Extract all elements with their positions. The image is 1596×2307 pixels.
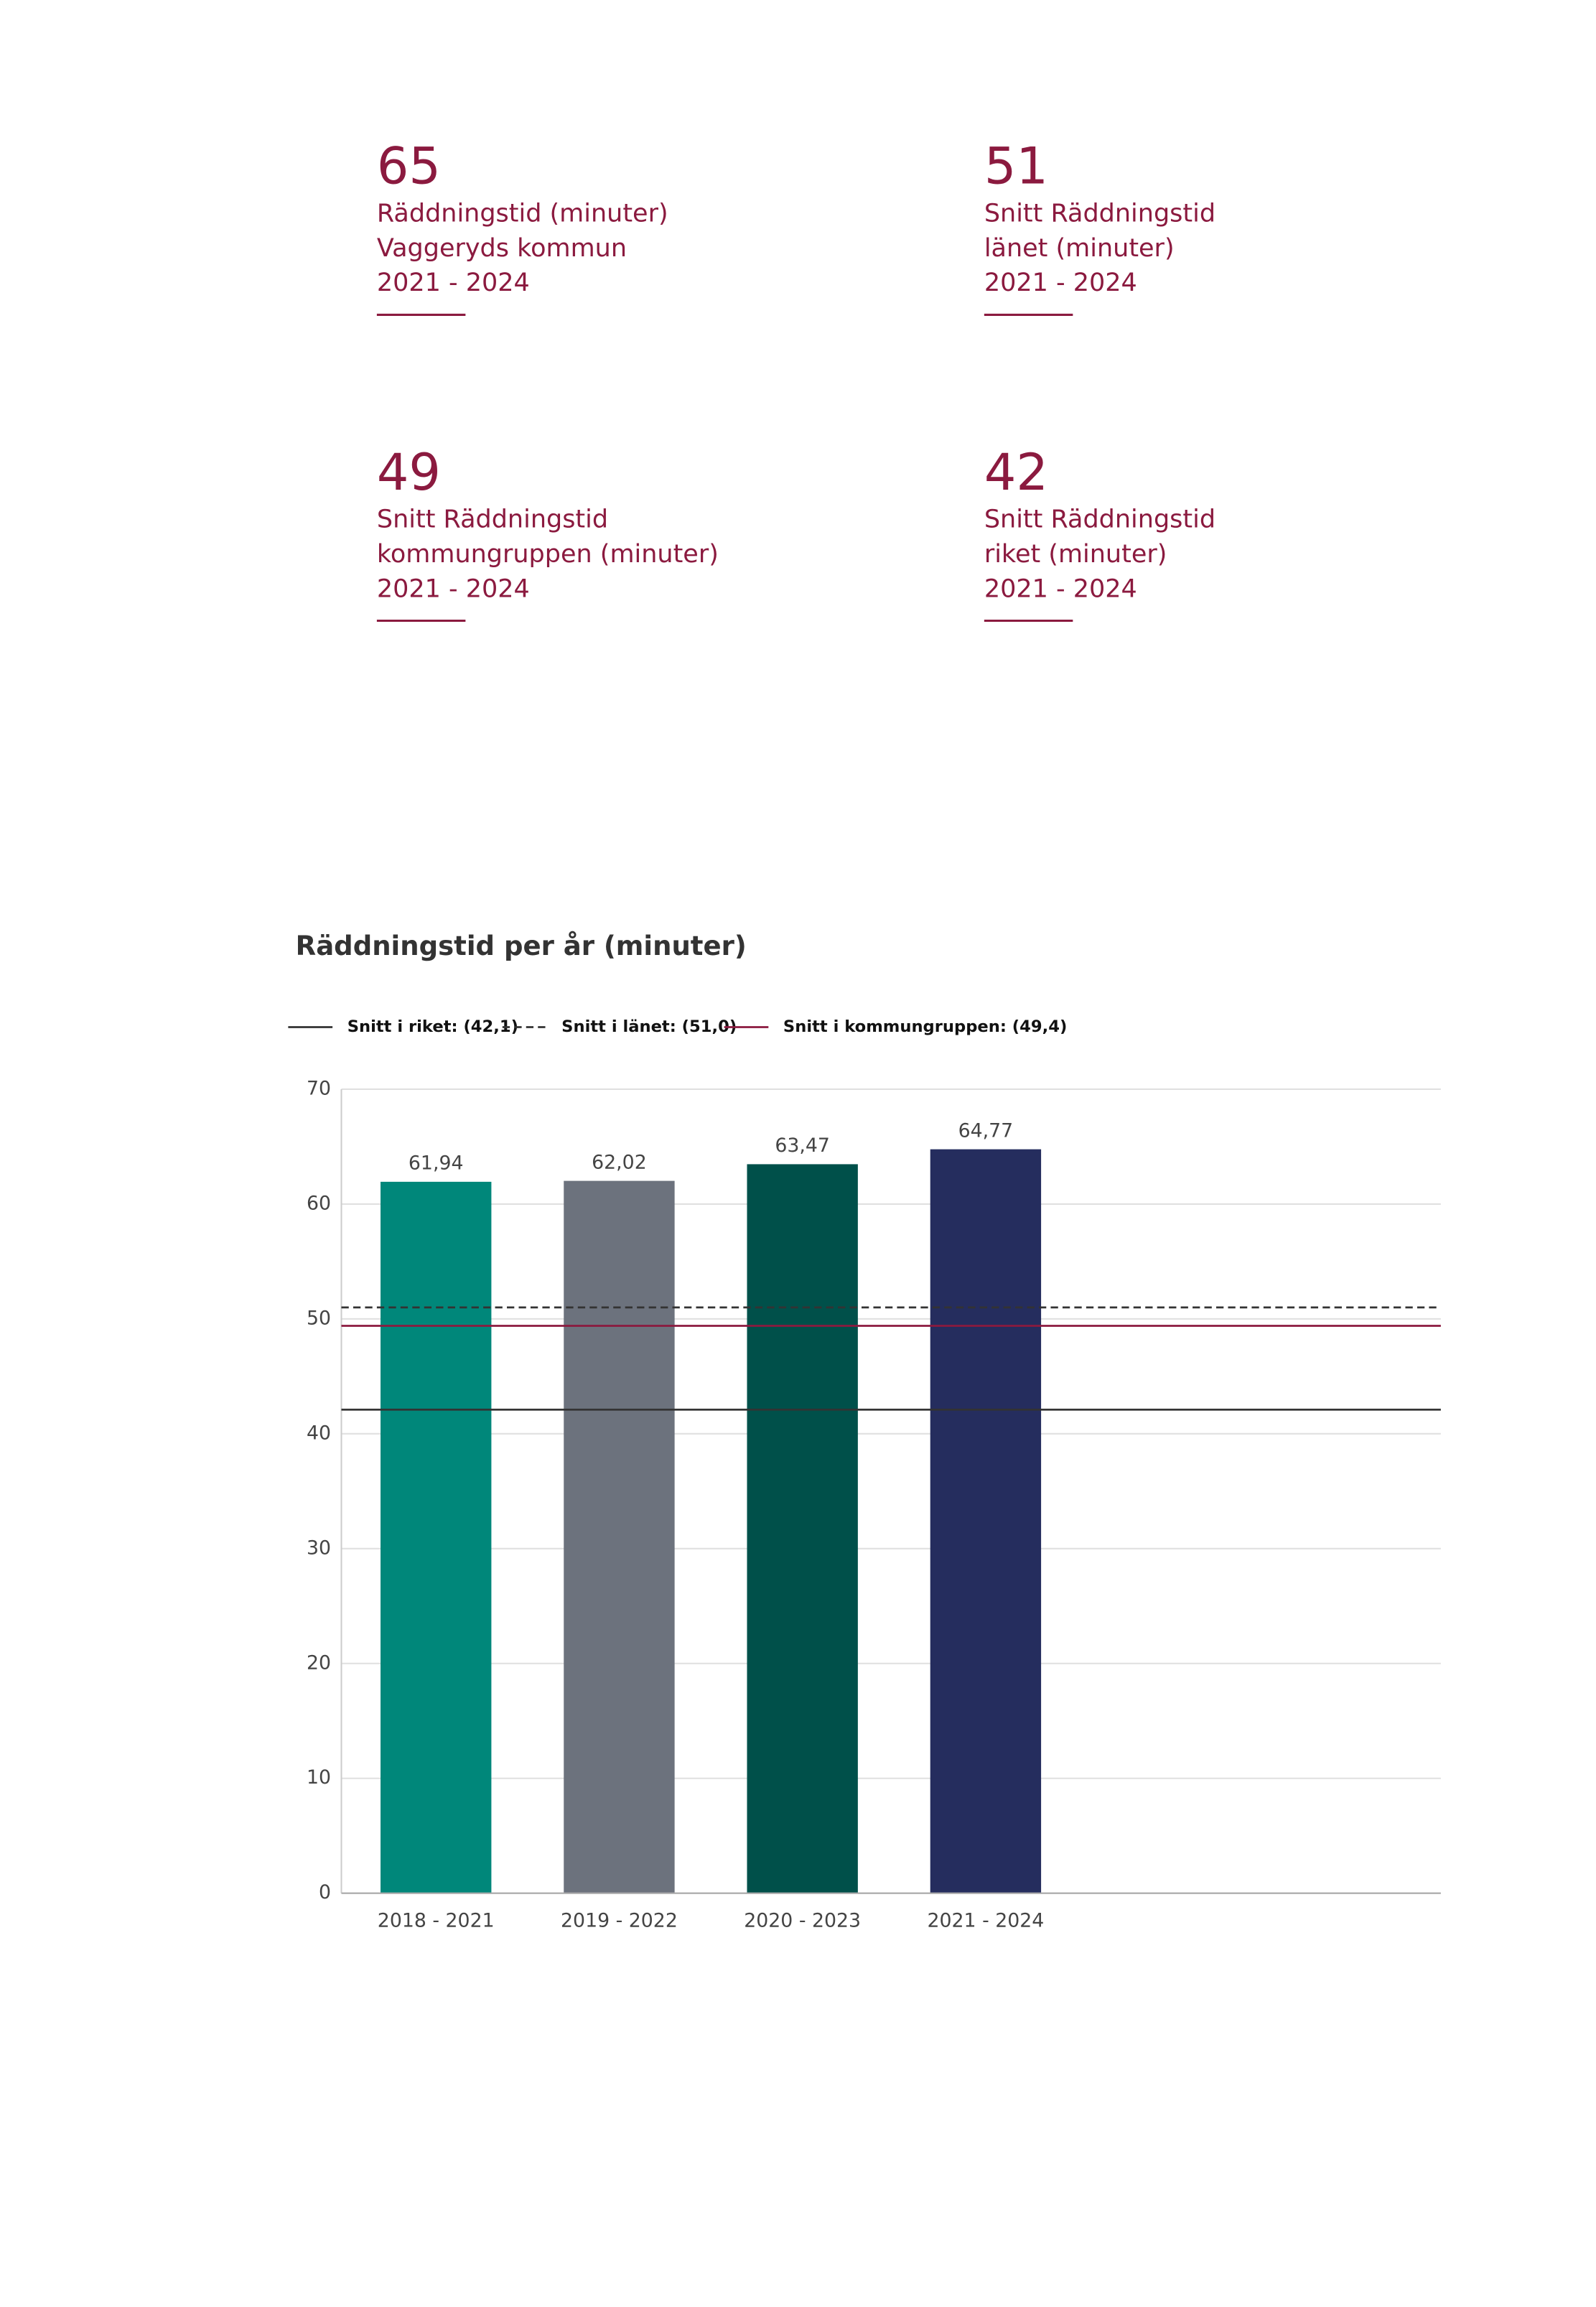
y-tick-label: 50 <box>307 1307 331 1329</box>
kpi-label: kommungruppen (minuter) <box>377 540 719 569</box>
value-label: 63,47 <box>775 1134 830 1157</box>
y-tick-label: 60 <box>307 1192 331 1214</box>
kpi-label: riket (minuter) <box>984 540 1167 569</box>
kpi-label: Snitt Räddningstid <box>984 199 1215 228</box>
y-tick-label: 40 <box>307 1422 331 1444</box>
kpi-label: Snitt Räddningstid <box>377 505 608 534</box>
kpi-label: Snitt Räddningstid <box>984 505 1215 534</box>
kpi-label: länet (minuter) <box>984 234 1175 263</box>
kpi-value: 51 <box>984 137 1048 196</box>
bar <box>381 1181 492 1893</box>
kpi-value: 65 <box>377 137 441 196</box>
x-tick-label: 2021 - 2024 <box>927 1909 1044 1931</box>
y-tick-label: 70 <box>307 1077 331 1099</box>
legend-label: Snitt i riket: (42,1) <box>347 1017 518 1036</box>
kpi-label: 2021 - 2024 <box>984 269 1137 297</box>
legend-label: Snitt i kommungruppen: (49,4) <box>783 1017 1067 1036</box>
value-label: 61,94 <box>409 1152 464 1175</box>
kpi-value: 42 <box>984 443 1048 502</box>
bar <box>930 1149 1042 1893</box>
bar <box>564 1180 675 1893</box>
kpi-label: Räddningstid (minuter) <box>377 199 668 228</box>
x-tick-label: 2019 - 2022 <box>561 1909 678 1931</box>
y-tick-label: 20 <box>307 1651 331 1674</box>
kpi-value: 49 <box>377 443 441 502</box>
x-tick-label: 2020 - 2023 <box>744 1909 861 1931</box>
kpi-label: 2021 - 2024 <box>377 574 530 603</box>
y-tick-label: 0 <box>319 1881 331 1903</box>
value-label: 64,77 <box>958 1119 1014 1142</box>
kpi-label: 2021 - 2024 <box>984 574 1137 603</box>
x-tick-label: 2018 - 2021 <box>378 1909 495 1931</box>
legend-label: Snitt i länet: (51,0) <box>561 1017 737 1036</box>
kpi-label: 2021 - 2024 <box>377 269 530 297</box>
value-label: 62,02 <box>592 1151 647 1173</box>
y-tick-label: 10 <box>307 1766 331 1789</box>
chart-title: Räddningstid per år (minuter) <box>296 931 747 961</box>
bar <box>747 1164 858 1893</box>
kpi-label: Vaggeryds kommun <box>377 234 627 263</box>
y-tick-label: 30 <box>307 1537 331 1559</box>
